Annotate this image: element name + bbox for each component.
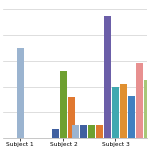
Bar [104,16,111,138]
Bar [88,125,95,138]
Bar [112,87,119,138]
Bar [120,84,127,138]
Bar [80,125,87,138]
Bar [144,80,150,138]
Bar [96,125,103,138]
Bar [17,48,24,138]
Bar [128,96,135,138]
Bar [52,129,59,138]
Bar [72,125,79,138]
Bar [60,71,67,138]
Bar [136,63,143,138]
Bar [68,97,75,138]
